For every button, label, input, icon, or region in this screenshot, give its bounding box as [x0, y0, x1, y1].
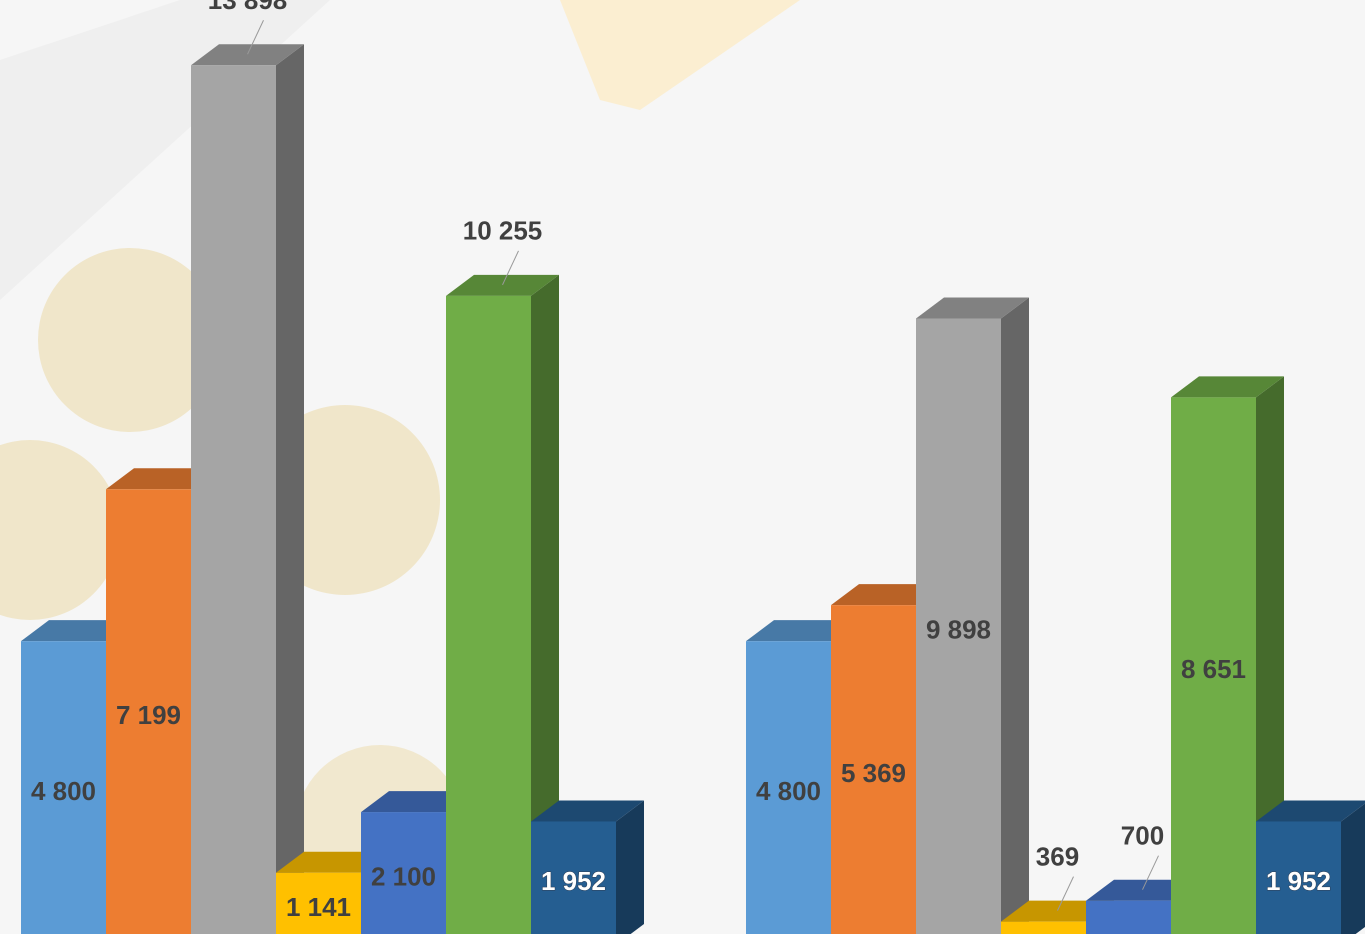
- bar: [1001, 921, 1086, 934]
- bar-top: [106, 468, 219, 490]
- bar-top: [831, 584, 944, 606]
- data-label: 8 651: [1181, 654, 1246, 684]
- bar-top: [361, 791, 474, 813]
- leader-line: [502, 250, 519, 286]
- bar: [106, 489, 191, 934]
- bar-side: [531, 274, 559, 934]
- bar-top: [446, 274, 559, 296]
- bar: [531, 821, 616, 934]
- decor-shape: [560, 0, 800, 110]
- data-label: 369: [1036, 842, 1079, 872]
- decor-coin: [38, 248, 222, 432]
- bar: [446, 295, 531, 934]
- bar: [831, 605, 916, 934]
- bar: [191, 65, 276, 934]
- data-label: 2 100: [371, 861, 436, 891]
- bar: [361, 812, 446, 934]
- bar-top: [276, 851, 389, 873]
- bar-top: [916, 297, 1029, 319]
- bar: [746, 641, 831, 934]
- decor-coin: [0, 440, 120, 620]
- data-label: 13 898: [208, 0, 288, 15]
- data-label: 9 898: [926, 615, 991, 645]
- data-label: 4 800: [31, 776, 96, 806]
- leader-line: [247, 20, 264, 55]
- bar: [276, 872, 361, 934]
- leader-line: [1142, 855, 1159, 890]
- bar-top: [1256, 800, 1365, 822]
- data-label: 7 199: [116, 700, 181, 730]
- leader-line: [1057, 876, 1074, 911]
- data-label: 1 952: [541, 866, 606, 896]
- bar: [1171, 397, 1256, 934]
- bar-side: [1256, 376, 1284, 934]
- bar-side: [1341, 803, 1365, 934]
- bar-top: [531, 800, 644, 822]
- bar: [21, 641, 106, 934]
- data-label: 10 255: [463, 216, 543, 246]
- data-label: 700: [1121, 821, 1164, 851]
- data-label: 5 369: [841, 758, 906, 788]
- data-label: 4 800: [756, 776, 821, 806]
- bar-top: [191, 44, 304, 66]
- bar-side: [276, 44, 304, 934]
- bar-top: [1171, 376, 1284, 398]
- bar-top: [746, 620, 859, 642]
- data-label: 1 952: [1266, 866, 1331, 896]
- bar-top: [1086, 879, 1199, 901]
- bar: [916, 318, 1001, 934]
- bar: [1256, 821, 1341, 934]
- bar-side: [616, 800, 644, 934]
- data-label: 1 141: [286, 892, 351, 922]
- bar-top: [1001, 900, 1114, 922]
- bar-top: [21, 620, 134, 642]
- bar: [1086, 900, 1171, 934]
- bar-side: [1001, 297, 1029, 934]
